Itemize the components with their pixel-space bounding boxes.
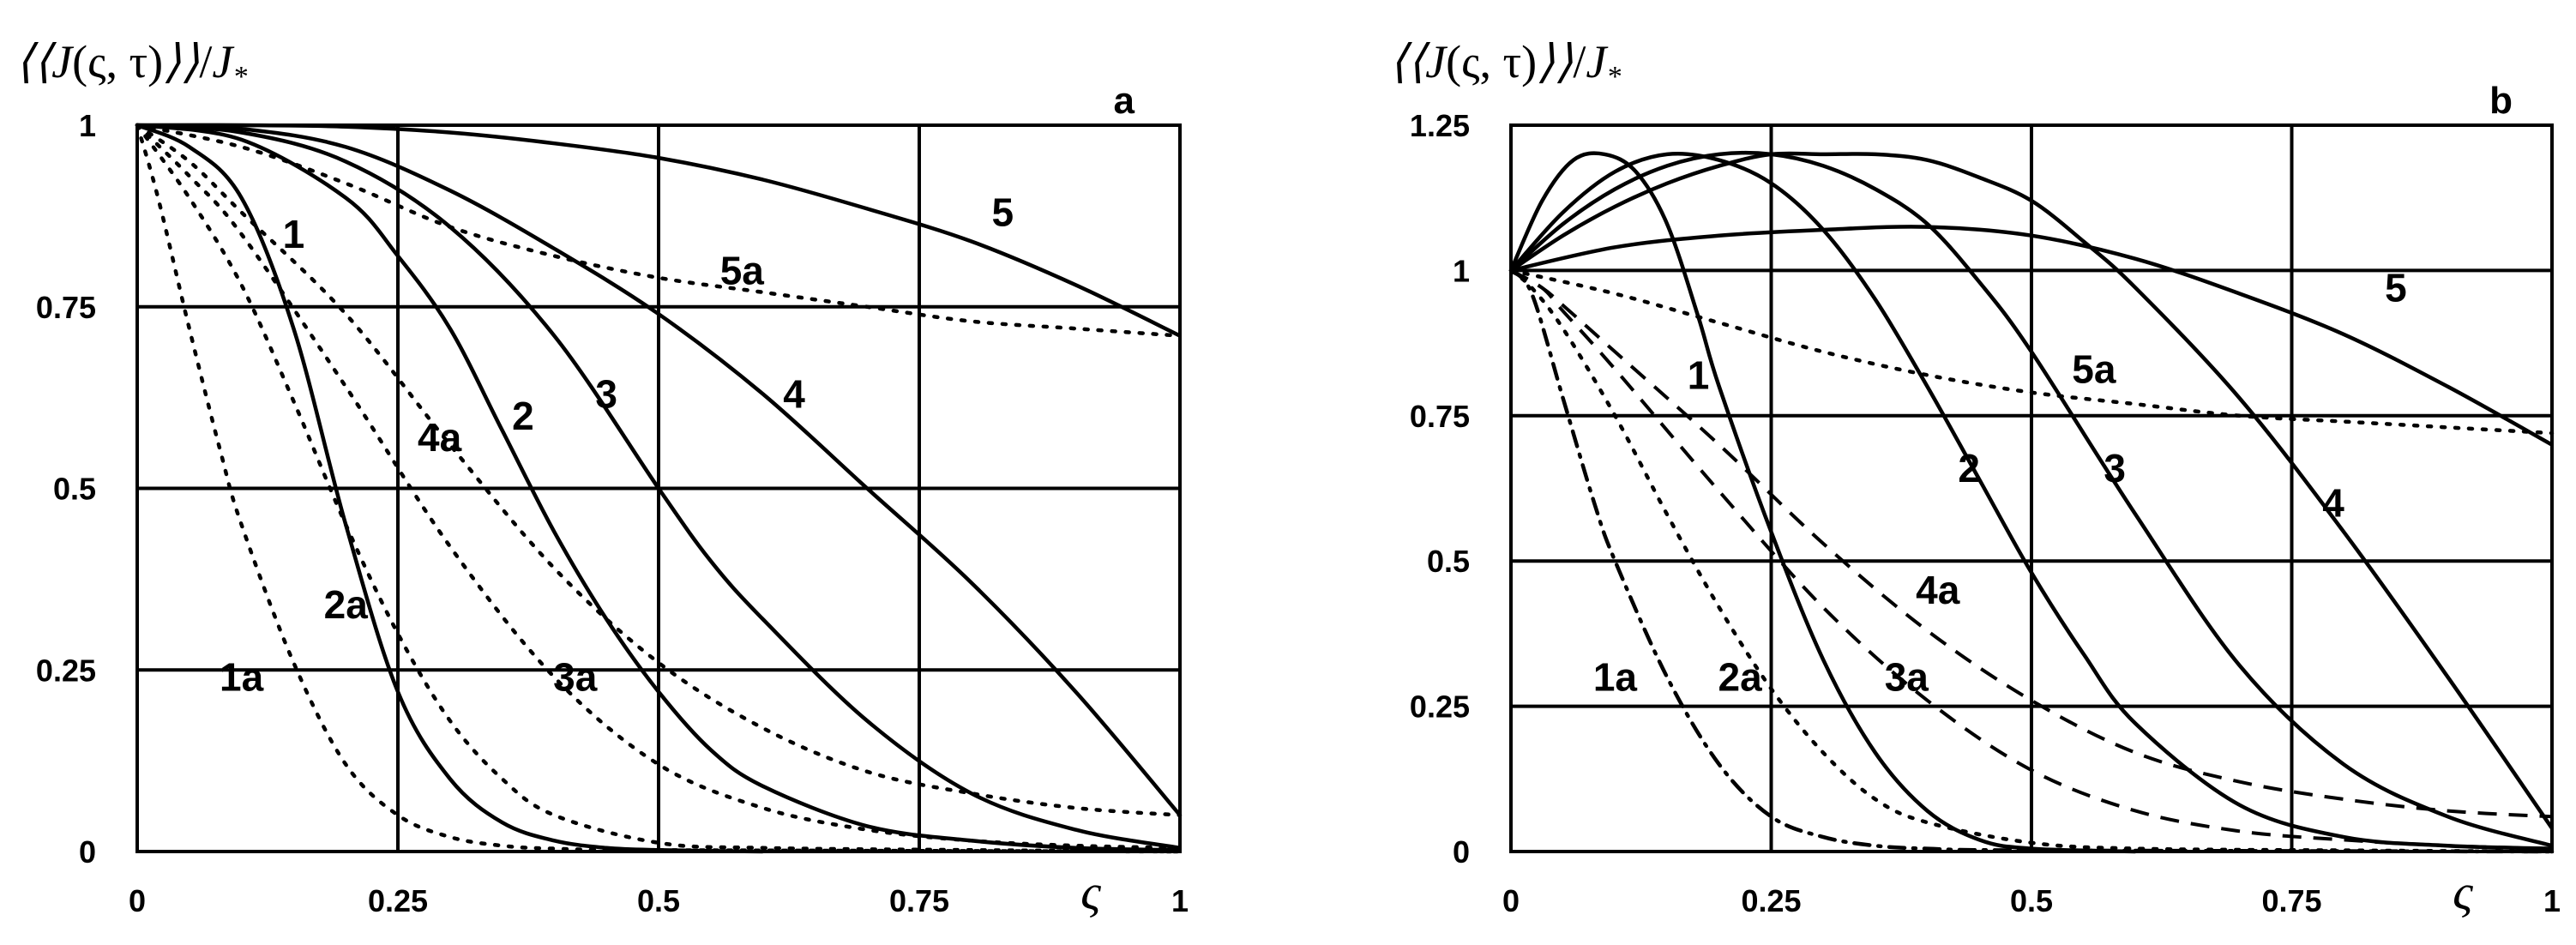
x-tick-label: 1: [1171, 883, 1189, 918]
x-tick-label: 0.25: [1741, 883, 1801, 918]
x-tick-label: 1: [2543, 883, 2561, 918]
curve-1a: [1508, 268, 2555, 854]
y-tick-label: 1: [1453, 253, 1470, 288]
curve-label-1: 1: [1688, 352, 1710, 397]
curve-4a: [135, 123, 1183, 817]
curve-label-4: 4: [783, 371, 805, 416]
curve-label-5: 5: [991, 190, 1014, 235]
curve-1: [1508, 151, 2136, 854]
y-tick-label: 1: [79, 108, 96, 143]
panel-label: a: [1114, 80, 1135, 122]
curve-5: [136, 123, 1181, 338]
curve-2a: [1508, 268, 2555, 854]
curve-label-4a: 4a: [1916, 568, 1960, 612]
curve-3: [1509, 150, 2553, 848]
y-axis-label: ⟨⟨J(ς, τ)⟩⟩/J*: [1389, 36, 1621, 93]
curve-5a: [1508, 268, 2555, 436]
curves: [135, 123, 1183, 854]
curve-label-3a: 3a: [553, 655, 598, 700]
curve-label-4a: 4a: [418, 415, 462, 460]
curve-label-1: 1: [283, 212, 305, 256]
x-tick-label: 0.5: [2010, 883, 2053, 918]
curve-4: [136, 123, 1182, 817]
curve-3a: [1510, 268, 2553, 851]
x-axis-label: ς: [2453, 864, 2473, 920]
curve-5: [1510, 225, 2554, 447]
curve-1a: [135, 123, 1183, 854]
y-tick-label: 0: [1453, 834, 1470, 870]
curve-5a: [135, 123, 1183, 338]
curve-label-1a: 1a: [1593, 655, 1638, 700]
x-tick-label: 0: [1502, 883, 1520, 918]
y-tick-label: 1.25: [1410, 108, 1470, 143]
y-tick-label: 0.5: [53, 472, 96, 507]
panel-a: ⟨⟨J(ς, τ)⟩⟩/J* a ς 0 0.25 0.5 0.75 1 0 0.25 0.5…: [15, 36, 1189, 920]
curve-label-3a: 3a: [1885, 655, 1929, 700]
curve-4a: [1510, 268, 2553, 819]
x-tick-label: 0.75: [889, 883, 949, 918]
curve-label-5: 5: [2385, 266, 2407, 310]
curve-label-2a: 2a: [324, 582, 369, 627]
panel-label: b: [2489, 80, 2513, 122]
curve-label-5a: 5a: [2072, 347, 2116, 392]
curve-3a: [135, 123, 1183, 851]
curve-label-4: 4: [2322, 480, 2344, 525]
x-tick-label: 0.5: [637, 883, 680, 918]
curve-2: [1509, 151, 2553, 851]
x-tick-label: 0.25: [368, 883, 428, 918]
curve-4: [1509, 151, 2554, 830]
curves: [1508, 150, 2555, 854]
curve-label-3: 3: [595, 371, 617, 416]
y-axis-label: ⟨⟨J(ς, τ)⟩⟩/J*: [15, 36, 247, 93]
y-tick-label: 0.5: [1427, 544, 1470, 579]
curve-label-2a: 2a: [1718, 655, 1762, 700]
x-tick-label: 0.75: [2261, 883, 2321, 918]
ticks: 0 0.25 0.5 0.75 1 0 0.25 0.5 0.75 1 1.25: [1410, 108, 2561, 918]
curve-label-3: 3: [2104, 446, 2126, 491]
curve-label-2: 2: [1958, 446, 1980, 491]
y-tick-label: 0.75: [1410, 399, 1470, 434]
y-tick-label: 0.25: [36, 653, 96, 688]
y-tick-label: 0.75: [36, 290, 96, 325]
curve-label-1a: 1a: [220, 655, 264, 700]
x-axis-label: ς: [1080, 864, 1101, 920]
ticks: 0 0.25 0.5 0.75 1 0 0.25 0.5 0.75 1: [36, 108, 1189, 918]
curve-labels: 1 2 3 4 5 1a 2a 3a 4a 5a: [220, 190, 1014, 700]
curve-label-5a: 5a: [720, 248, 765, 292]
curve-labels: 1 2 3 4 5 1a 2a 3a 4a 5a: [1593, 266, 2407, 700]
y-tick-label: 0.25: [1410, 689, 1470, 725]
y-tick-label: 0: [79, 834, 96, 870]
panel-b: ⟨⟨J(ς, τ)⟩⟩/J* b ς 0 0.25 0.5 0.75 1 0 0.25 0.5…: [1389, 36, 2561, 920]
curve-label-2: 2: [512, 394, 534, 438]
x-tick-label: 0: [129, 883, 146, 918]
